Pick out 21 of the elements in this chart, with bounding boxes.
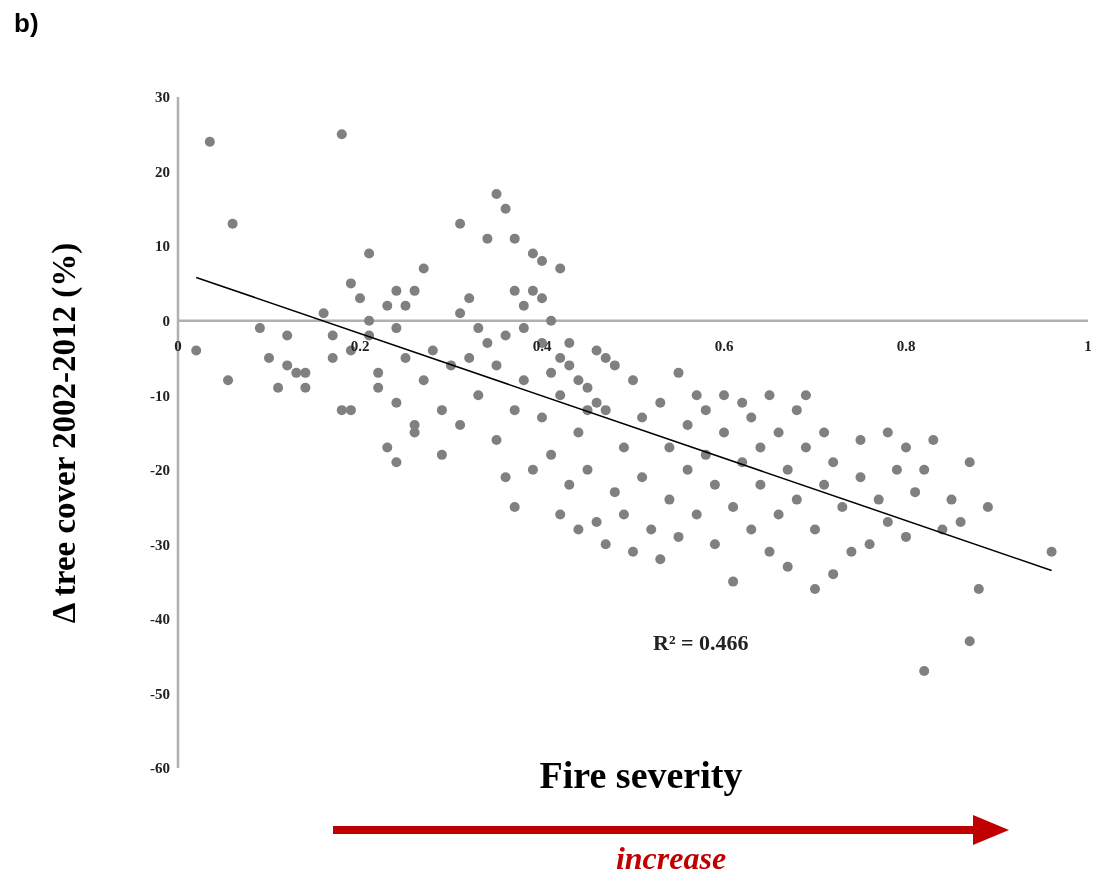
y-tick-label: -10 — [150, 387, 170, 404]
x-tick-label: 0 — [174, 337, 182, 354]
text: b) — [14, 8, 39, 39]
y-tick-label: -40 — [150, 611, 170, 628]
x-tick-label: 0.6 — [714, 337, 734, 354]
y-tick-label: 30 — [155, 89, 170, 106]
y-tick-label: -60 — [150, 760, 170, 777]
x-tick-label: 0.2 — [350, 337, 370, 354]
y-tick-label: -50 — [150, 685, 170, 702]
y-tick-label: 20 — [155, 163, 170, 180]
y-tick-label: -30 — [150, 536, 170, 553]
annotation: R² = 0.466 — [653, 630, 749, 656]
y-tick-label: 0 — [162, 312, 170, 329]
y-tick-label: 10 — [155, 238, 170, 255]
x-tick-label: 0.8 — [896, 337, 916, 354]
x-tick-label: 1 — [1084, 337, 1092, 354]
x-axis-title: Fire severity — [538, 753, 744, 797]
x-tick-label: 0.4 — [532, 337, 552, 354]
y-axis-title: Δ tree cover 2002-2012 (%) — [45, 242, 83, 623]
text: increase — [614, 840, 728, 872]
y-tick-label: -20 — [150, 462, 170, 479]
